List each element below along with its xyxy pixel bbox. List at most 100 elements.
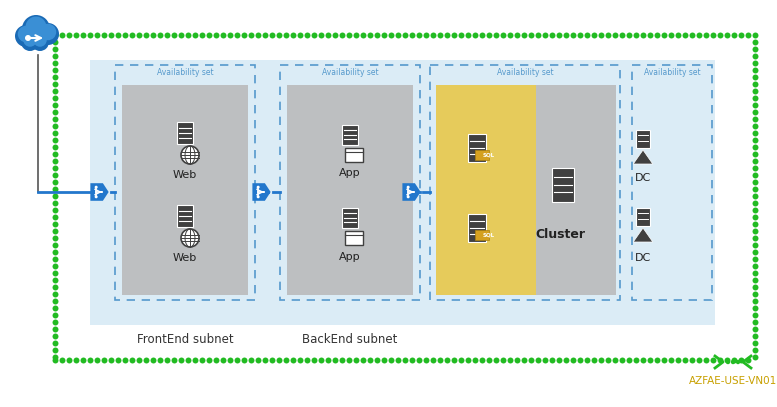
Point [133,357,145,363]
Point [350,32,362,38]
Point [49,53,61,59]
Point [217,32,229,38]
Point [329,32,341,38]
Point [49,81,61,87]
Point [651,32,664,38]
Point [503,32,516,38]
Point [749,74,761,80]
Point [749,235,761,241]
Point [714,32,726,38]
Bar [468,214,486,242]
Point [49,347,61,353]
Point [294,32,306,38]
Point [49,221,61,227]
Point [399,32,411,38]
Point [679,357,692,363]
Point [399,357,411,363]
Circle shape [23,33,37,47]
Point [49,158,61,164]
Point [364,32,376,38]
Point [749,137,761,143]
Point [168,357,180,363]
Point [714,357,726,363]
Point [476,32,488,38]
Point [49,88,61,94]
Point [329,357,341,363]
Point [357,32,369,38]
Point [49,242,61,248]
Point [580,32,593,38]
Point [609,357,622,363]
Point [70,32,82,38]
Point [749,67,761,73]
Point [749,333,761,339]
Point [749,81,761,87]
Point [413,32,425,38]
Point [315,32,327,38]
Circle shape [95,186,98,189]
Point [707,32,720,38]
Point [105,32,117,38]
Point [594,357,607,363]
Point [273,32,285,38]
Text: App: App [340,168,361,178]
Point [749,116,761,122]
Point [651,357,664,363]
Point [280,357,292,363]
Point [524,357,537,363]
Point [587,32,600,38]
Point [630,32,643,38]
Point [749,207,761,213]
Point [749,354,761,360]
Point [49,179,61,185]
Point [252,357,264,363]
Point [749,102,761,108]
Point [322,32,334,38]
Circle shape [181,229,199,247]
Point [749,46,761,52]
Point [441,357,453,363]
Circle shape [37,23,59,45]
Point [273,357,285,363]
Point [280,32,292,38]
Point [91,32,103,38]
Point [238,32,250,38]
Point [749,326,761,332]
Polygon shape [402,183,420,201]
Text: Availability set: Availability set [157,68,214,77]
Point [217,357,229,363]
Point [49,193,61,199]
Point [252,32,264,38]
Point [601,357,614,363]
Point [749,88,761,94]
Point [301,357,313,363]
Point [616,357,629,363]
Point [182,32,194,38]
Point [49,67,61,73]
Point [70,357,82,363]
Circle shape [33,33,47,47]
Point [49,312,61,318]
Point [147,32,159,38]
Bar [342,125,358,145]
Point [580,357,593,363]
Point [686,357,699,363]
Point [336,32,348,38]
Point [742,357,754,363]
Point [49,32,61,38]
Point [168,32,180,38]
Circle shape [256,186,260,189]
Point [601,32,614,38]
Point [49,263,61,269]
Point [721,32,733,38]
Point [98,32,110,38]
Point [49,95,61,101]
Point [315,357,327,363]
Point [371,357,383,363]
Point [644,32,657,38]
Point [203,32,215,38]
Text: Availability set: Availability set [643,68,700,77]
Point [287,357,299,363]
Bar [436,85,536,295]
Point [749,214,761,220]
